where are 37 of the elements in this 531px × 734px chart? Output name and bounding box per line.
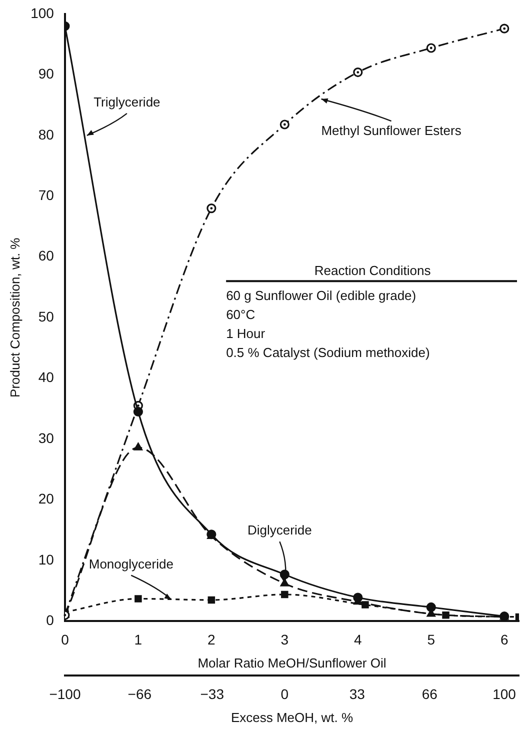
y-tick-label: 10 [38, 551, 54, 568]
annotation: Monoglyceride [88, 556, 174, 572]
annotation: Methyl Sunflower Esters [321, 123, 462, 138]
x-tick-label: 2 [208, 631, 216, 648]
x-axis-title: Molar Ratio MeOH/Sunflower Oil [198, 655, 386, 670]
x-tick-label: 6 [500, 631, 508, 648]
x2-tick-label: −66 [128, 686, 152, 702]
annotation: 60°C [226, 307, 256, 322]
x-tick-label: 3 [280, 631, 289, 648]
x2-axis-title: Excess MeOH, wt. % [230, 710, 354, 725]
y-tick-label: 100 [30, 4, 54, 21]
x2-tick-label: 66 [422, 686, 438, 702]
y-tick-label: 20 [38, 490, 54, 507]
annotation: 0.5 % Catalyst (Sodium methoxide) [226, 345, 430, 360]
y-tick-label: 40 [38, 369, 54, 386]
x2-tick-label: −100 [49, 686, 81, 702]
y-tick-label: 70 [38, 187, 54, 204]
y-tick-label: 30 [38, 430, 54, 446]
annotation: 1 Hour [226, 326, 266, 342]
y-tick-label: 60 [38, 248, 54, 264]
y-tick-label: 80 [38, 126, 54, 142]
x-tick-label: 4 [354, 631, 362, 648]
y-axis-title: Product Composition, wt. % [7, 237, 22, 398]
y-tick-label: 90 [38, 66, 54, 82]
annotation: Triglyceride [94, 94, 160, 110]
annotation: 60 g Sunflower Oil (edible grade) [226, 288, 416, 304]
y-tick-label: 0 [46, 612, 54, 628]
x2-tick-label: 0 [280, 686, 289, 702]
x-tick-label: 1 [134, 631, 142, 648]
x2-tick-label: 100 [492, 686, 516, 702]
x-tick-label: 5 [427, 631, 436, 648]
x2-tick-label: −33 [200, 686, 224, 702]
y-tick-label: 50 [38, 308, 54, 324]
x-tick-label: 0 [61, 631, 70, 648]
x2-tick-label: 33 [349, 686, 366, 702]
annotation: Diglyceride [248, 522, 312, 538]
annotation: Reaction Conditions [314, 263, 432, 278]
